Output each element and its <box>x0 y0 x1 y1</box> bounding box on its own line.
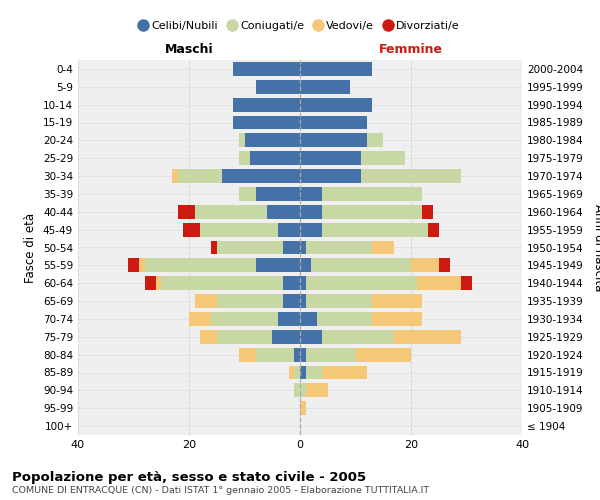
Bar <box>394 330 461 344</box>
Bar <box>200 330 217 344</box>
Bar <box>272 330 300 344</box>
Bar <box>200 222 278 236</box>
Bar <box>250 151 300 165</box>
Bar <box>300 222 322 236</box>
Bar <box>217 294 283 308</box>
Bar <box>178 205 194 219</box>
Bar <box>416 276 461 290</box>
Bar <box>361 151 406 165</box>
Bar <box>322 222 428 236</box>
Bar <box>305 348 355 362</box>
Text: Popolazione per età, sesso e stato civile - 2005: Popolazione per età, sesso e stato civil… <box>12 471 366 484</box>
Bar <box>139 258 145 272</box>
Bar <box>300 80 350 94</box>
Bar <box>211 312 278 326</box>
Bar <box>283 240 300 254</box>
Bar <box>184 222 200 236</box>
Bar <box>245 134 300 147</box>
Bar <box>300 384 305 398</box>
Bar <box>239 151 250 165</box>
Bar <box>256 258 300 272</box>
Bar <box>295 384 300 398</box>
Bar <box>233 116 300 130</box>
Bar <box>194 294 217 308</box>
Bar <box>300 151 361 165</box>
Bar <box>322 330 394 344</box>
Text: COMUNE DI ENTRACQUE (CN) - Dati ISTAT 1° gennaio 2005 - Elaborazione TUTTITALIA.: COMUNE DI ENTRACQUE (CN) - Dati ISTAT 1°… <box>12 486 429 495</box>
Bar <box>367 134 383 147</box>
Bar <box>233 98 300 112</box>
Bar <box>355 348 411 362</box>
Bar <box>439 258 450 272</box>
Bar <box>300 169 361 183</box>
Bar <box>128 258 139 272</box>
Bar <box>305 384 328 398</box>
Bar <box>300 240 305 254</box>
Bar <box>217 330 272 344</box>
Bar <box>372 294 422 308</box>
Bar <box>305 294 372 308</box>
Bar <box>317 312 372 326</box>
Bar <box>161 276 283 290</box>
Bar <box>300 98 372 112</box>
Y-axis label: Anni di nascita: Anni di nascita <box>592 204 600 291</box>
Bar <box>428 222 439 236</box>
Bar <box>300 366 305 380</box>
Bar <box>172 169 178 183</box>
Bar <box>189 312 211 326</box>
Bar <box>300 134 367 147</box>
Bar <box>283 276 300 290</box>
Legend: Celibi/Nubili, Coniugati/e, Vedovi/e, Divorziati/e: Celibi/Nubili, Coniugati/e, Vedovi/e, Di… <box>136 17 464 36</box>
Bar <box>239 187 256 201</box>
Bar <box>145 258 256 272</box>
Bar <box>222 169 300 183</box>
Bar <box>145 276 156 290</box>
Bar <box>311 258 411 272</box>
Bar <box>155 276 161 290</box>
Bar <box>194 205 266 219</box>
Bar <box>372 240 394 254</box>
Bar <box>361 169 461 183</box>
Bar <box>300 401 305 415</box>
Bar <box>256 80 300 94</box>
Bar <box>289 366 295 380</box>
Bar <box>266 205 300 219</box>
Y-axis label: Fasce di età: Fasce di età <box>25 212 37 282</box>
Bar <box>300 312 317 326</box>
Bar <box>217 240 283 254</box>
Bar <box>300 348 305 362</box>
Bar <box>322 366 367 380</box>
Bar <box>283 294 300 308</box>
Bar <box>295 348 300 362</box>
Bar <box>305 240 372 254</box>
Bar <box>256 348 295 362</box>
Bar <box>300 62 372 76</box>
Bar <box>295 366 300 380</box>
Bar <box>211 240 217 254</box>
Bar <box>411 258 439 272</box>
Bar <box>372 312 422 326</box>
Bar <box>300 258 311 272</box>
Bar <box>461 276 472 290</box>
Bar <box>300 294 305 308</box>
Bar <box>422 205 433 219</box>
Bar <box>278 312 300 326</box>
Text: Maschi: Maschi <box>164 44 214 57</box>
Bar <box>256 187 300 201</box>
Bar <box>322 205 422 219</box>
Bar <box>305 276 416 290</box>
Bar <box>300 330 322 344</box>
Bar <box>278 222 300 236</box>
Bar <box>178 169 222 183</box>
Bar <box>239 134 245 147</box>
Text: Femmine: Femmine <box>379 44 443 57</box>
Bar <box>305 366 322 380</box>
Bar <box>300 116 367 130</box>
Bar <box>300 187 322 201</box>
Bar <box>300 205 322 219</box>
Bar <box>322 187 422 201</box>
Bar <box>233 62 300 76</box>
Bar <box>300 276 305 290</box>
Bar <box>239 348 256 362</box>
